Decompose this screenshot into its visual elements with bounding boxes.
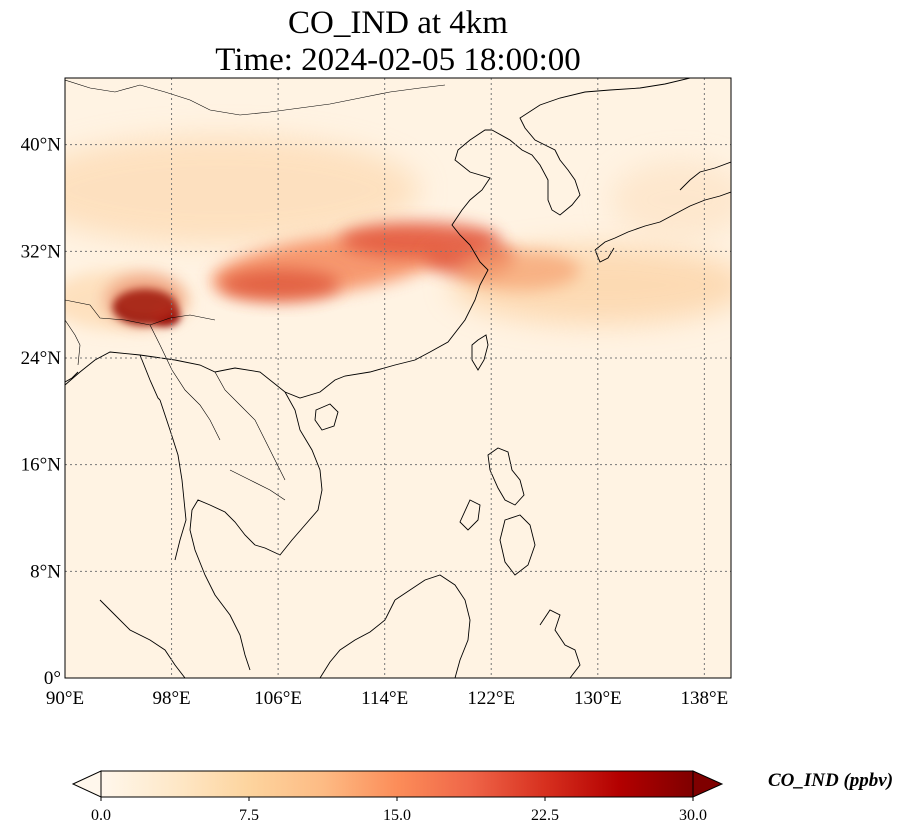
lat-tick-label: 40°N	[21, 135, 62, 156]
axis-ticks: 90°E 98°E 106°E 114°E 122°E 130°E 138°E 0° 8°N 16…	[21, 135, 729, 709]
colorbar-extend-min	[71, 770, 102, 798]
colorbar-tick-label: 22.5	[531, 807, 559, 824]
coastlines	[65, 78, 731, 678]
colorbar-label: CO_IND (ppbv)	[768, 770, 894, 791]
lat-tick-label: 24°N	[21, 348, 62, 369]
colorbar-bar	[100, 770, 694, 798]
map-title-line2: Time: 2024-02-05 18:00:00	[215, 42, 581, 78]
lat-tick-label: 0°	[44, 668, 61, 689]
colorbar-tick-label: 30.0	[679, 807, 707, 824]
lon-tick-label: 90°E	[46, 688, 84, 709]
colorbar-extend-max	[692, 770, 724, 798]
lon-tick-label: 114°E	[361, 688, 408, 709]
concentration-field	[65, 78, 731, 678]
country-borders	[65, 79, 446, 501]
colorbar-tick-label: 15.0	[383, 807, 411, 824]
colorbar: 0.0 7.5 15.0 22.5 30.0	[71, 770, 724, 824]
gridlines	[65, 78, 731, 678]
lat-tick-label: 16°N	[21, 455, 62, 476]
plot-frame	[64, 77, 732, 679]
colorbar-tick-label: 7.5	[239, 807, 259, 824]
lon-tick-label: 138°E	[681, 688, 729, 709]
lon-tick-label: 122°E	[467, 688, 515, 709]
map-title-line1: CO_IND at 4km	[288, 5, 508, 41]
lon-tick-label: 130°E	[574, 688, 622, 709]
lon-tick-label: 98°E	[152, 688, 190, 709]
lat-tick-label: 32°N	[21, 241, 62, 262]
lat-tick-label: 8°N	[30, 561, 61, 582]
colorbar-tick-label: 0.0	[91, 807, 111, 824]
lon-tick-label: 106°E	[254, 688, 302, 709]
